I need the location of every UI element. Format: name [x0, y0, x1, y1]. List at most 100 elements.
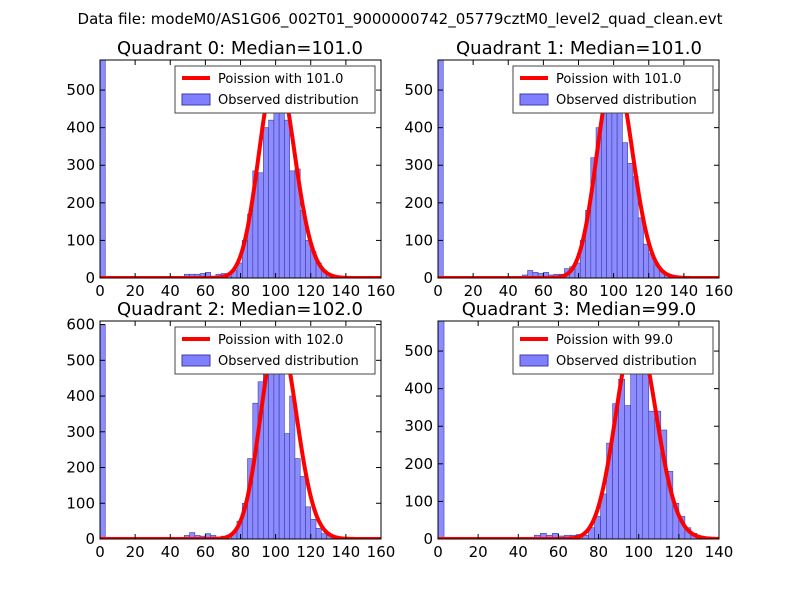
quadrant-0-x-tick-label: 40	[161, 282, 180, 300]
quadrant-2-y-tick-label: 500	[66, 351, 95, 369]
quadrant-1-y-tick-label: 400	[404, 119, 433, 137]
quadrant-2-legend-bar-swatch	[181, 354, 211, 367]
quadrant-3-panel: Quadrant 3: Median=99.0 0 20 40 60 80 100 120 1…	[404, 299, 733, 561]
quadrant-0-x-tick-label: 100	[261, 282, 290, 300]
quadrant-3-histogram-bar	[624, 405, 631, 539]
quadrant-0-y-tick-label: 400	[66, 119, 95, 137]
quadrant-0-legend-bar-swatch	[181, 93, 211, 106]
quadrant-0-y-tick-label: 200	[66, 194, 95, 212]
quadrant-3-title: Quadrant 3: Median=99.0	[462, 299, 697, 320]
quadrant-0-histogram-bar	[284, 119, 290, 278]
quadrant-1-histogram-bar	[643, 243, 650, 278]
quadrant-3-histogram-bar	[642, 360, 650, 539]
quadrant-3-x-tick-label: 40	[509, 543, 528, 561]
quadrant-0-y-tick-label: 500	[66, 81, 95, 99]
quadrant-3-x-tick-label: 60	[549, 543, 568, 561]
quadrant-2-x-tick-label: 0	[95, 543, 105, 561]
quadrant-1-y-tick-label: 100	[404, 231, 433, 249]
quadrant-3-histogram-bar	[648, 410, 656, 539]
quadrant-0-histogram-bar	[268, 119, 275, 278]
quadrant-2-histogram-bar	[315, 527, 322, 539]
quadrant-0-histogram-bar	[263, 127, 269, 278]
quadrant-3-x-tick-label: 0	[433, 543, 443, 561]
quadrant-2-legend-poisson-label: Poission with 102.0	[218, 333, 343, 348]
quadrant-2-y-tick-label: 0	[85, 530, 95, 548]
quadrant-1-histogram-bar	[601, 112, 607, 278]
quadrant-2-x-tick-label: 80	[231, 543, 250, 561]
quadrant-0-histogram-bar	[100, 60, 106, 278]
quadrant-0-legend-observed-label: Observed distribution	[218, 93, 359, 108]
quadrant-0-legend: Poission with 101.0 Observed distribution	[174, 65, 376, 114]
quadrant-2-x-tick-label: 40	[161, 543, 180, 561]
quadrant-3-y-tick-label: 200	[404, 455, 433, 473]
quadrant-2-poisson-curve	[100, 330, 381, 539]
quadrant-1-legend-bar-swatch	[519, 93, 549, 106]
quadrant-0-x-tick-label: 60	[196, 282, 215, 300]
quadrant-3-histogram-bar	[438, 321, 445, 539]
quadrant-3-legend-poisson-label: Poission with 99.0	[556, 333, 673, 348]
quadrant-2-histogram-bar	[289, 395, 296, 539]
quadrant-2-histogram-bar	[294, 458, 301, 539]
quadrant-0-x-tick-label: 160	[367, 282, 396, 300]
quadrant-3-legend: Poission with 99.0 Observed distribution	[512, 326, 714, 375]
quadrant-2-panel: Quadrant 2: Median=102.0 0 20 40 60 80 100 120…	[66, 299, 395, 561]
quadrant-0-y-tick-label: 100	[66, 231, 95, 249]
quadrant-1-y-tick-label: 500	[404, 81, 433, 99]
quadrant-1-legend-poisson-label: Poission with 101.0	[556, 72, 681, 87]
quadrant-0-x-tick-label: 0	[95, 282, 105, 300]
quadrant-3-x-tick-label: 20	[469, 543, 488, 561]
quadrant-2-y-tick-label: 300	[66, 423, 95, 441]
quadrant-0-x-tick-label: 140	[332, 282, 361, 300]
quadrant-3-x-tick-label: 120	[665, 543, 694, 561]
quadrant-2-y-tick-label: 600	[66, 316, 95, 334]
quadrant-1-x-tick-label: 60	[534, 282, 553, 300]
quadrant-1-y-tick-label: 200	[404, 194, 433, 212]
quadrant-2-x-tick-label: 160	[367, 543, 396, 561]
quadrant-1-panel: Quadrant 1: Median=101.0 0 20 40 60 80 100 120…	[404, 38, 733, 300]
quadrant-2-x-tick-label: 20	[126, 543, 145, 561]
quadrant-1-x-tick-label: 120	[634, 282, 663, 300]
quadrant-2-y-tick-label: 100	[66, 494, 95, 512]
quadrant-1-x-tick-label: 100	[599, 282, 628, 300]
quadrant-2-x-tick-label: 60	[196, 543, 215, 561]
quadrant-2-histogram-bar	[320, 533, 327, 539]
quadrant-0-poisson-curve	[100, 67, 381, 278]
quadrant-1-histogram-bar	[438, 60, 444, 278]
quadrant-1-x-tick-label: 160	[705, 282, 734, 300]
quadrant-2-x-tick-label: 100	[261, 543, 290, 561]
quadrant-2-y-tick-label: 400	[66, 387, 95, 405]
quadrant-1-x-tick-label: 0	[433, 282, 443, 300]
quadrant-1-plot-area	[438, 60, 719, 278]
quadrant-3-y-tick-label: 100	[404, 492, 433, 510]
figure-suptitle: Data file: modeM0/AS1G06_002T01_90000007…	[78, 10, 723, 29]
quadrant-0-histogram-bar	[289, 170, 296, 278]
quadrant-2-legend-observed-label: Observed distribution	[218, 354, 359, 369]
quadrant-1-x-tick-label: 40	[499, 282, 518, 300]
quadrant-1-y-tick-label: 300	[404, 156, 433, 174]
quadrant-3-y-tick-label: 300	[404, 417, 433, 435]
quadrant-3-x-tick-label: 100	[624, 543, 653, 561]
quadrant-2-x-tick-label: 140	[332, 543, 361, 561]
quadrant-1-histogram-bar	[622, 142, 628, 278]
quadrant-2-histogram-bar	[284, 433, 290, 539]
quadrant-3-poisson-curve	[438, 328, 719, 539]
quadrant-2-legend: Poission with 102.0 Observed distribution	[174, 326, 376, 375]
quadrant-1-x-tick-label: 80	[569, 282, 588, 300]
quadrant-3-legend-observed-label: Observed distribution	[556, 354, 697, 369]
quadrant-1-histogram-bar	[637, 217, 644, 278]
quadrant-3-y-tick-label: 0	[423, 530, 433, 548]
quadrant-0-y-tick-label: 300	[66, 156, 95, 174]
quadrant-2-histogram-bar	[305, 506, 312, 539]
quadrant-3-legend-bar-swatch	[519, 354, 549, 367]
quadrant-0-title: Quadrant 0: Median=101.0	[117, 38, 363, 59]
quadrant-0-y-tick-label: 0	[85, 269, 95, 287]
quadrant-0-legend-poisson-label: Poission with 101.0	[218, 72, 343, 87]
quadrant-3-x-tick-label: 80	[589, 543, 608, 561]
quadrant-1-x-tick-label: 140	[670, 282, 699, 300]
quadrant-0-x-tick-label: 80	[231, 282, 250, 300]
quadrant-1-y-tick-label: 0	[423, 269, 433, 287]
quadrant-0-x-tick-label: 120	[296, 282, 325, 300]
quadrant-2-title: Quadrant 2: Median=102.0	[117, 299, 363, 320]
quadrant-1-title: Quadrant 1: Median=101.0	[456, 38, 702, 59]
